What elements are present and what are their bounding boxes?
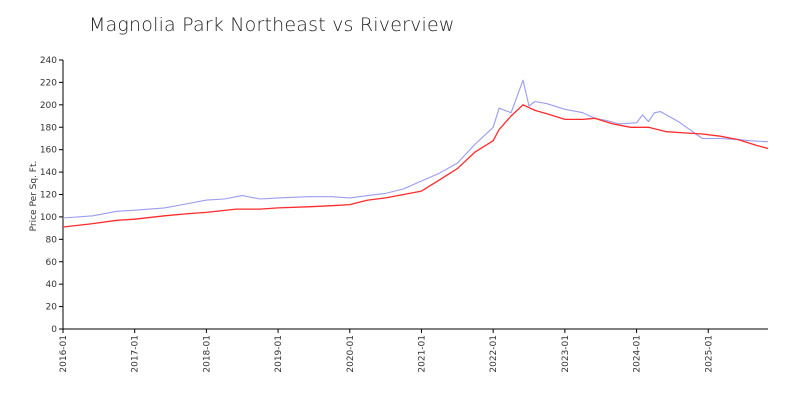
series-layer (62, 79, 769, 228)
y-tick-label: 200 (40, 101, 57, 111)
y-tick-label: 80 (46, 235, 58, 245)
x-tick-label: 2024-01 (633, 335, 643, 373)
y-tick-label: 60 (46, 258, 58, 268)
y-tick-label: 160 (40, 146, 57, 156)
series-line-1 (62, 79, 769, 219)
y-tick-label: 20 (46, 303, 58, 313)
y-tick-label: 0 (51, 325, 57, 335)
x-axis: 2016-01 2017-01 2018-01 2019-01 2020-01 2021-… (59, 328, 768, 373)
x-tick-label: 2022-01 (489, 335, 499, 373)
y-tick-label: 40 (46, 280, 58, 290)
series-line-2 (62, 104, 769, 228)
y-tick-label: 180 (40, 123, 57, 133)
y-axis: 0 20 40 60 80 100 120 140 160 180 200 220 240 (40, 56, 64, 335)
y-tick-label: 100 (40, 213, 57, 223)
x-tick-label: 2020-01 (346, 335, 356, 373)
y-tick-label: 140 (40, 168, 57, 178)
x-tick-label: 2018-01 (202, 335, 212, 373)
y-tick-label: 240 (40, 56, 57, 66)
y-tick-label: 220 (40, 78, 57, 88)
y-tick-label: 120 (40, 191, 57, 201)
x-tick-label: 2021-01 (417, 335, 427, 373)
x-tick-label: 2017-01 (131, 335, 141, 373)
chart-title: Magnolia Park Northeast vs Riverview (89, 14, 455, 36)
x-tick-label: 2023-01 (561, 335, 571, 373)
x-tick-label: 2016-01 (59, 335, 69, 373)
x-tick-label: 2019-01 (274, 335, 284, 373)
y-axis-title: Price Per Sq. Ft. (29, 161, 39, 232)
x-tick-label: 2025-01 (704, 335, 714, 373)
